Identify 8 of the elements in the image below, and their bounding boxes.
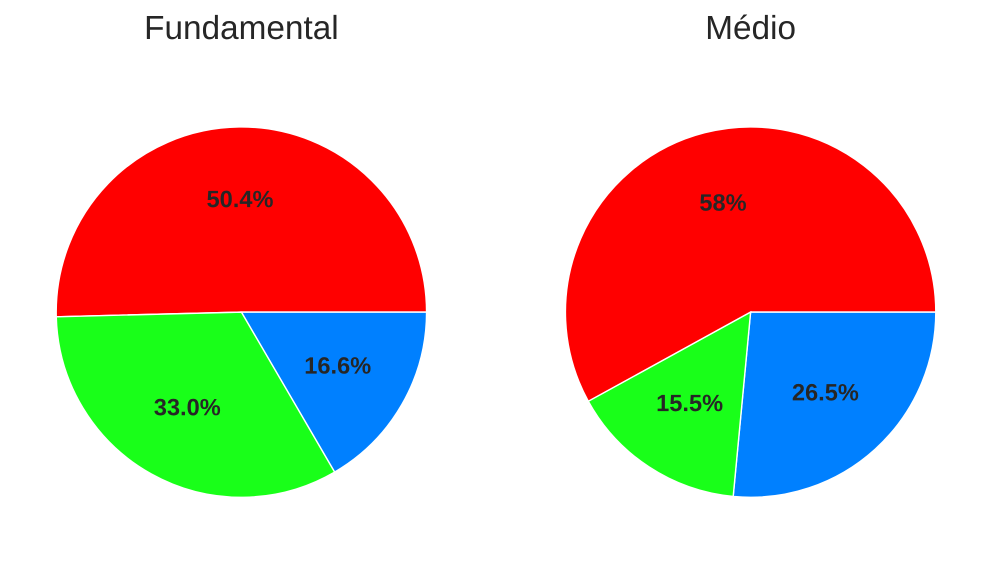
data-label: 50.4% bbox=[207, 190, 273, 208]
data-label: 33.0% bbox=[154, 398, 220, 416]
data-label: 26.5% bbox=[792, 384, 858, 401]
data-label: 16.6% bbox=[306, 357, 371, 374]
chart-title: Fundamental bbox=[146, 14, 336, 40]
chart-title: Médio bbox=[708, 14, 795, 40]
data-label: 15.5% bbox=[658, 394, 722, 412]
data-label: 58% bbox=[700, 194, 746, 211]
